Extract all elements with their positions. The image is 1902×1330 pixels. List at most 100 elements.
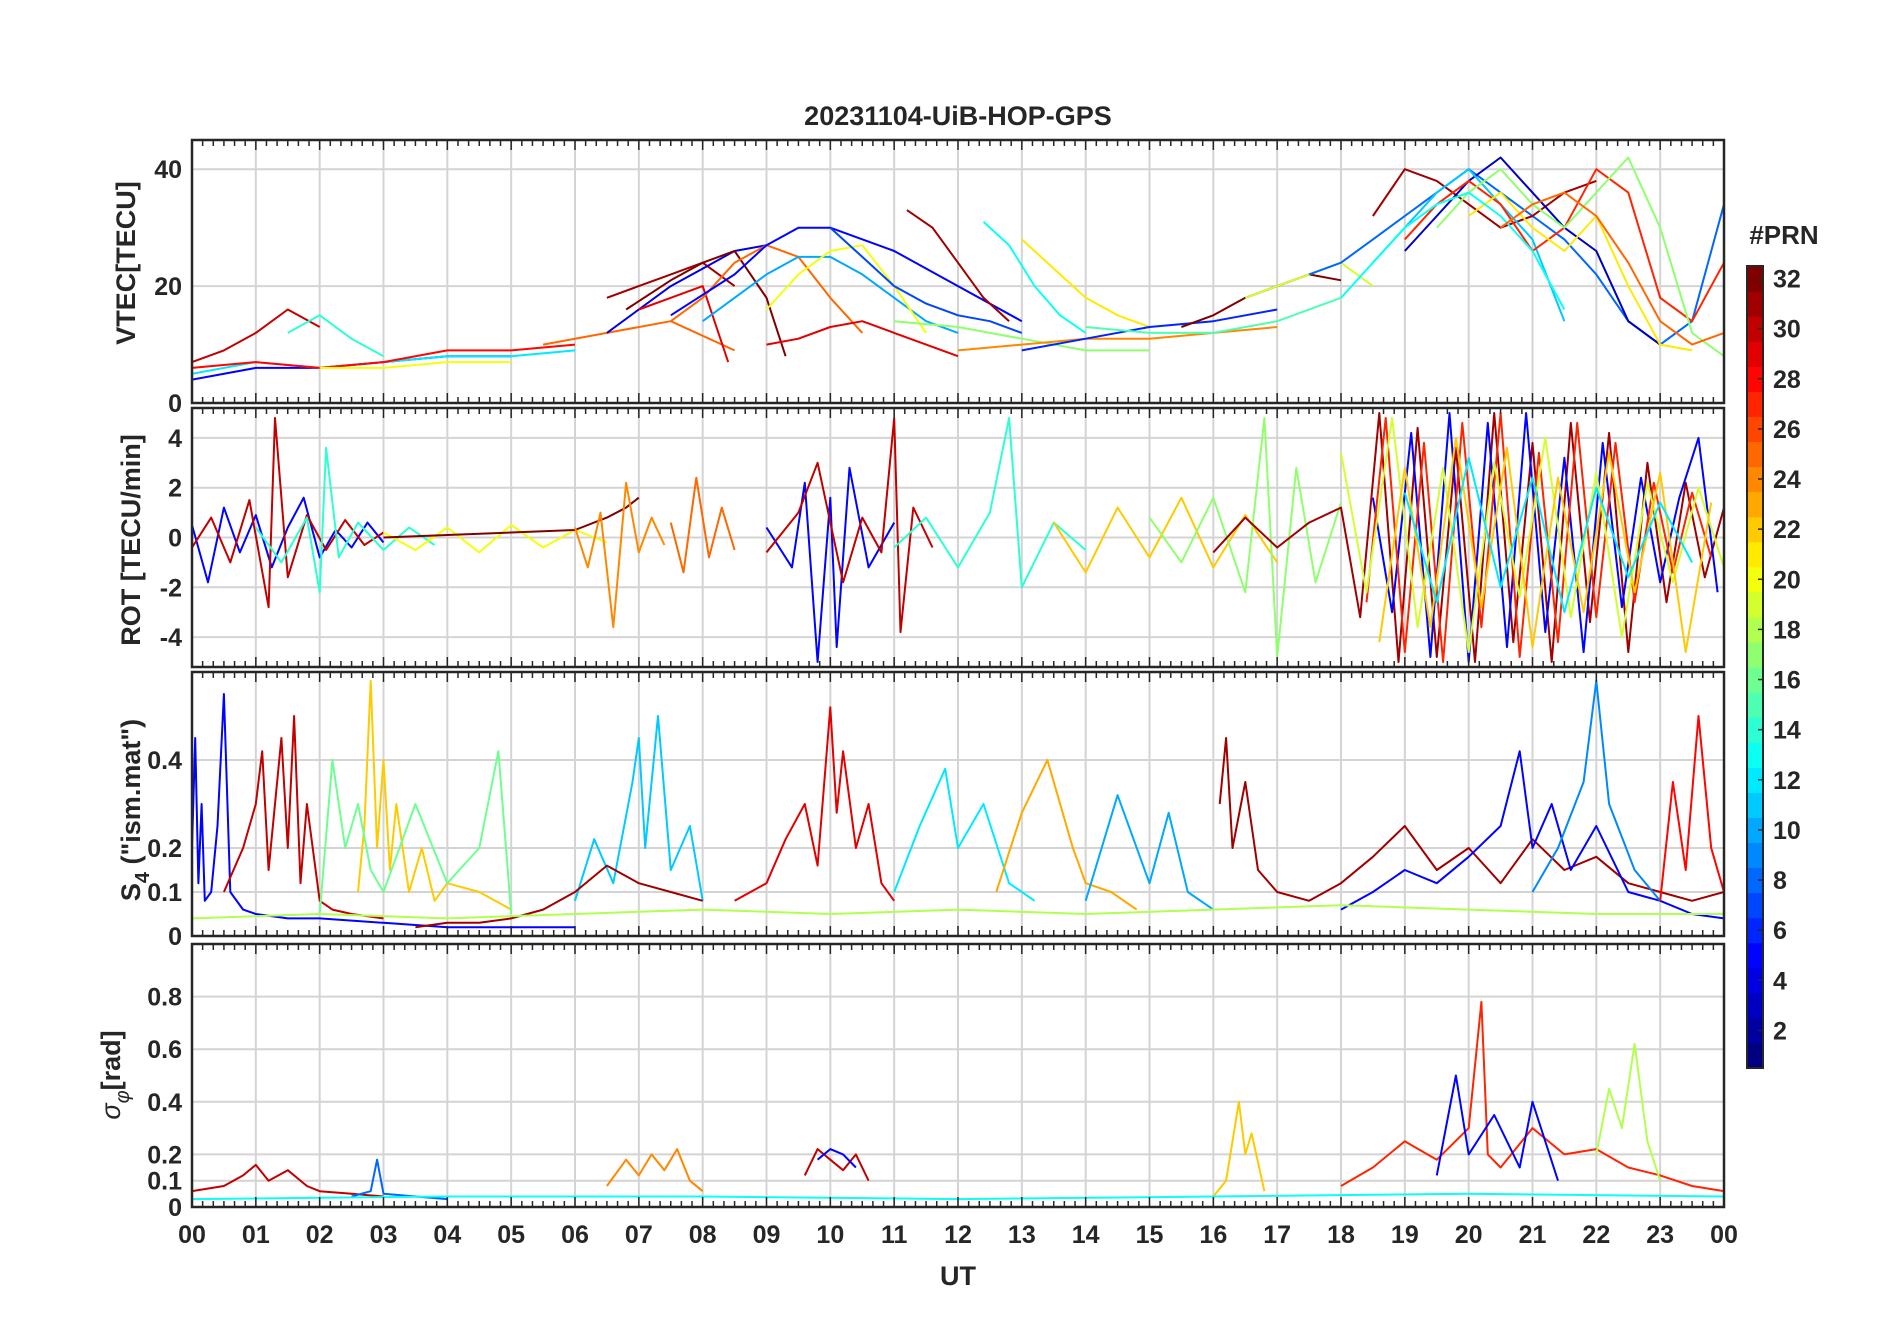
- series-line-prn-28: [1659, 715, 1724, 901]
- x-tick-label: 00: [178, 1221, 206, 1249]
- y-tick-label: 0.2: [147, 835, 182, 863]
- colorbar-segment: [1747, 341, 1763, 367]
- series-line-prn-17: [1148, 417, 1342, 658]
- sigma-label-rest: [rad]: [96, 1030, 126, 1090]
- colorbar-tick-label: 14: [1773, 717, 1801, 745]
- series-line-prn-24: [574, 481, 666, 629]
- series-line-prn-19: [1340, 417, 1724, 654]
- series-line-prn-12: [1403, 456, 1693, 614]
- colorbar-tick-label: 28: [1773, 366, 1801, 394]
- series-line-prn-20: [383, 524, 608, 554]
- series-line-prn-28: [192, 343, 576, 369]
- y-axis-label-rot: ROT [TECU/min]: [116, 434, 146, 645]
- colorbar-segment: [1747, 616, 1763, 643]
- series-line-prn-5: [816, 1148, 857, 1169]
- x-tick-label: 09: [753, 1221, 781, 1249]
- series-line-prn-10: [1084, 794, 1214, 911]
- colorbar-segment: [1747, 1042, 1763, 1069]
- x-tick-label: 00: [1710, 1221, 1738, 1249]
- y-tick-label: 0.1: [147, 1168, 182, 1196]
- colorbar-segment: [1747, 566, 1763, 593]
- x-tick-label: 12: [944, 1221, 972, 1249]
- series-line-prn-23: [995, 759, 1138, 911]
- x-tick-label: 16: [1199, 1221, 1227, 1249]
- series-line-prn-30: [803, 1148, 870, 1182]
- y-tick-label: 0: [168, 525, 182, 553]
- series-line-prn-21: [1468, 191, 1693, 352]
- colorbar-tick-label: 20: [1773, 566, 1801, 594]
- series-line-prn-27: [1365, 412, 1713, 663]
- colorbar-segment: [1747, 441, 1763, 468]
- panel-sigma-phi: 00.10.2 0.4 0.6 0.8: [147, 942, 1726, 1222]
- series-line-prn-17: [1436, 156, 1724, 358]
- colorbar-tick-label: 32: [1773, 266, 1801, 294]
- colorbar-tick-label: 30: [1773, 316, 1801, 344]
- colorbar-tick-label: 2: [1773, 1017, 1787, 1045]
- x-tick-label: 15: [1136, 1221, 1164, 1249]
- colorbar-segment: [1747, 291, 1763, 317]
- series-line-prn-29: [734, 706, 896, 902]
- x-axis-label: UT: [940, 1261, 976, 1291]
- series-line-prn-10: [702, 255, 959, 334]
- sigma-label-sub: φ: [112, 1090, 134, 1103]
- x-tick-label: 01: [242, 1221, 270, 1249]
- colorbar-segment: [1747, 316, 1763, 342]
- series-line-prn-5: [1371, 412, 1719, 663]
- s4-label-rest: ("ism.mat"): [116, 719, 146, 872]
- x-tick-label: 13: [1008, 1221, 1036, 1249]
- series-line-prn-18: [1595, 1042, 1662, 1182]
- x-tick-label: 04: [433, 1221, 461, 1249]
- colorbar-segment: [1747, 892, 1763, 919]
- series-line-prn-24: [606, 1148, 704, 1192]
- colorbar-segment: [1747, 692, 1763, 718]
- colorbar-tick-label: 4: [1773, 967, 1787, 995]
- x-tick-label: 05: [497, 1221, 525, 1249]
- x-tick-label: 20: [1455, 1221, 1483, 1249]
- x-tick-label: 10: [816, 1221, 844, 1249]
- x-tick-label: 14: [1072, 1221, 1100, 1249]
- panel-vtec: 0 20 40: [154, 138, 1726, 418]
- y-tick-label: 40: [154, 156, 182, 184]
- colorbar-segment: [1747, 366, 1763, 392]
- panel-s4: 0 0.1 0.2 0.4: [147, 670, 1726, 951]
- colorbar-segment: [1747, 266, 1763, 292]
- series-line-prn-31: [906, 209, 1010, 322]
- y-tick-label: 0: [168, 923, 182, 951]
- series-line-prn-5: [192, 693, 575, 929]
- y-tick-label: 0.8: [147, 984, 182, 1012]
- colorbar-segment: [1747, 792, 1763, 818]
- y-tick-label: 0.6: [147, 1036, 182, 1064]
- colorbar-segment: [1747, 541, 1763, 568]
- colorbar-tick-label: 12: [1773, 767, 1801, 795]
- series-line-prn-14: [893, 417, 1087, 589]
- s4-label-s: S: [116, 883, 146, 901]
- colorbar-segment: [1747, 391, 1763, 417]
- colorbar-tick-label: 26: [1773, 416, 1801, 444]
- y-axis-label-sigma-phi: σφ[rad]: [96, 1030, 134, 1119]
- y-tick-label: -2: [160, 574, 182, 602]
- colorbar-segment: [1747, 416, 1763, 443]
- series-line-prn-5: [1340, 750, 1724, 920]
- x-tick-label: 22: [1582, 1221, 1610, 1249]
- series-line-prn-15: [1085, 296, 1342, 334]
- series-line-prn-20: [765, 244, 927, 334]
- series-line-prn-12: [893, 767, 1036, 902]
- y-axis-label-s4: S4 ("ism.mat"): [116, 719, 154, 901]
- series-group: [192, 156, 1724, 381]
- series-line-prn-4: [606, 244, 767, 334]
- y-tick-label: 4: [168, 425, 182, 453]
- colorbar-segment: [1747, 967, 1763, 994]
- colorbar-tick-label: 8: [1773, 867, 1787, 895]
- colorbar-segment: [1747, 742, 1763, 768]
- colorbar-tick-label: 10: [1773, 817, 1801, 845]
- x-axis-tick-labels: 00 01 02 03 04 05 06 07 08 09 10 11 12 13 14 15 16 17 18 19…: [178, 1221, 1738, 1249]
- sigma-label-sigma: σ: [96, 1102, 126, 1120]
- series-line-prn-5: [192, 496, 385, 584]
- colorbar-segment: [1747, 767, 1763, 793]
- series-line-prn-20: [319, 361, 512, 369]
- colorbar-label: #PRN: [1749, 220, 1818, 250]
- series-line-prn-5: [765, 466, 896, 663]
- chart-title: 20231104-UiB-HOP-GPS: [804, 101, 1112, 131]
- colorbar-segment: [1747, 491, 1763, 518]
